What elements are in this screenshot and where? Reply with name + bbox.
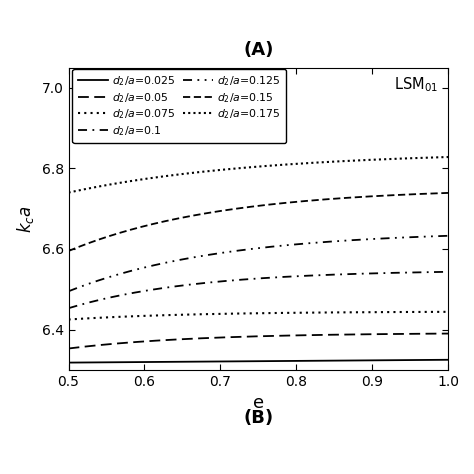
Text: (A): (A) (243, 41, 273, 59)
Y-axis label: $k_c a$: $k_c a$ (15, 205, 36, 233)
Legend: $d_2/a$=0.025, $d_2/a$=0.05, $d_2/a$=0.075, $d_2/a$=0.1, $d_2/a$=0.125, $d_2/a$=: $d_2/a$=0.025, $d_2/a$=0.05, $d_2/a$=0.0… (73, 69, 286, 143)
Text: (B): (B) (243, 409, 273, 427)
Text: LSM$_{01}$: LSM$_{01}$ (394, 75, 438, 94)
X-axis label: e: e (253, 394, 264, 412)
